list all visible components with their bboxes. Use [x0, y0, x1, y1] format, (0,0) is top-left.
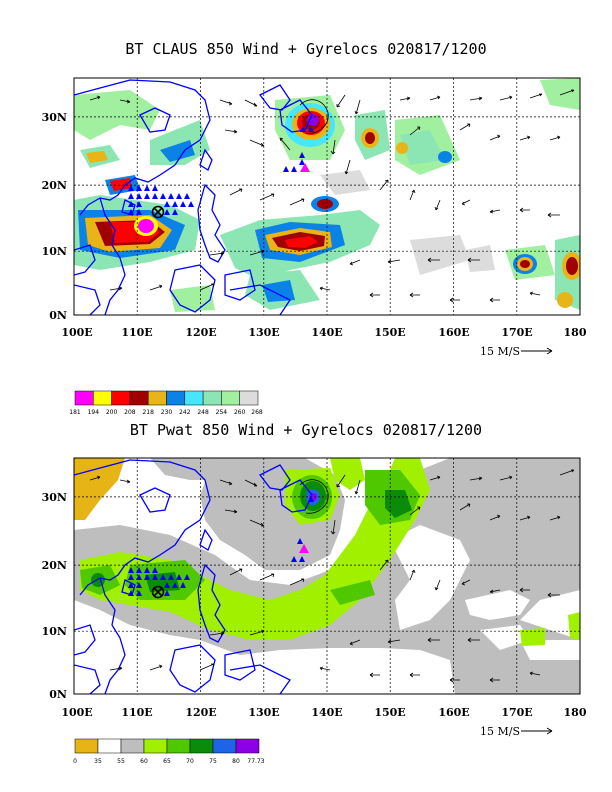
- panel1-wind-vectors: [89, 89, 575, 303]
- y-tick: 0N: [49, 309, 67, 322]
- y-tick: 10N: [42, 245, 67, 258]
- x-tick: 170E: [501, 326, 532, 339]
- legend-label: 218: [142, 409, 154, 416]
- y-tick: 30N: [42, 111, 67, 124]
- legend-swatch: [189, 738, 214, 754]
- legend-swatch: [129, 390, 149, 406]
- legend-swatch: [166, 390, 186, 406]
- x-tick: 140E: [311, 706, 342, 719]
- legend-swatch: [221, 390, 240, 406]
- panel2-legend: 0 35 55 60 65 70 75 80 77.73: [73, 738, 265, 765]
- wind-scale-arrow: [521, 347, 553, 355]
- x-tick: 150E: [374, 706, 405, 719]
- gyre-center-triangle: [299, 544, 309, 553]
- gyre-center-symbol: [151, 585, 165, 599]
- panel2-wind-vectors: [89, 469, 575, 683]
- panel1-axes: 30N 20N 10N 0N 100E 110E 120E 130E 140E …: [42, 111, 587, 339]
- x-tick: 120E: [185, 706, 216, 719]
- legend-label: 77.73: [247, 758, 264, 765]
- panel1-gyre-markers: [128, 126, 314, 219]
- legend-label: 60: [140, 758, 148, 765]
- legend-swatch: [147, 390, 167, 406]
- legend-label: 268: [251, 409, 263, 416]
- legend-swatch: [120, 738, 145, 754]
- y-tick: 20N: [42, 559, 67, 572]
- legend-label: 181: [69, 409, 81, 416]
- panel1-frame: [73, 77, 581, 316]
- legend-swatch: [202, 390, 222, 406]
- legend-label: 0: [73, 758, 77, 765]
- panel2-frame: [73, 457, 581, 695]
- legend-swatch: [239, 390, 259, 406]
- legend-label: 242: [179, 409, 191, 416]
- gyre-triangle-markers: [128, 126, 314, 215]
- legend-label: 70: [186, 758, 194, 765]
- panel1-grid: [74, 78, 580, 315]
- legend-swatch: [74, 390, 94, 406]
- legend-label: 230: [161, 409, 173, 416]
- x-tick: 100E: [61, 706, 92, 719]
- legend-label: 254: [216, 409, 228, 416]
- x-tick: 110E: [121, 706, 152, 719]
- wind-scale-arrow: [521, 727, 553, 735]
- x-tick: 180: [564, 706, 587, 719]
- legend-label: 208: [124, 409, 136, 416]
- panel2-gyre-markers: [128, 496, 314, 599]
- legend-label: 75: [209, 758, 217, 765]
- legend-label: 194: [88, 409, 100, 416]
- x-tick: 160E: [438, 326, 469, 339]
- legend-label: 248: [197, 409, 209, 416]
- legend-label: 65: [163, 758, 171, 765]
- legend-swatch: [143, 738, 168, 754]
- panel2-coastlines: [74, 459, 313, 694]
- y-tick: 30N: [42, 491, 67, 504]
- legend-label: 55: [117, 758, 125, 765]
- gyre-center-triangle: [300, 163, 310, 172]
- legend-label: 35: [94, 758, 102, 765]
- legend-swatch: [97, 738, 122, 754]
- legend-swatch: [212, 738, 237, 754]
- legend-label: 80: [232, 758, 240, 765]
- legend-swatch: [93, 390, 112, 406]
- x-tick: 180: [564, 326, 587, 339]
- x-tick: 100E: [61, 326, 92, 339]
- panel2-grid: [74, 458, 580, 694]
- x-tick: 160E: [438, 706, 469, 719]
- legend-swatch: [166, 738, 191, 754]
- y-tick: 10N: [42, 625, 67, 638]
- wind-scale-label: 15 M/S: [480, 345, 520, 358]
- panel2-axes: 30N 20N 10N 0N 100E 110E 120E 130E 140E …: [42, 491, 587, 719]
- x-tick: 170E: [501, 706, 532, 719]
- y-tick: 20N: [42, 179, 67, 192]
- wind-scale-label: 15 M/S: [480, 725, 520, 738]
- y-tick: 0N: [49, 688, 67, 701]
- x-tick: 150E: [374, 326, 405, 339]
- x-tick: 130E: [248, 706, 279, 719]
- gyre-center-symbol: [151, 205, 165, 219]
- legend-swatch: [74, 738, 99, 754]
- legend-swatch: [111, 390, 131, 406]
- legend-swatch: [235, 738, 260, 754]
- x-tick: 110E: [121, 326, 152, 339]
- legend-label: 260: [234, 409, 246, 416]
- legend-swatch: [184, 390, 204, 406]
- x-tick: 140E: [311, 326, 342, 339]
- panel1-title: BT CLAUS 850 Wind + Gyrelocs 020817/1200: [125, 40, 487, 58]
- panel1-coastlines: [74, 79, 313, 315]
- legend-label: 200: [106, 409, 118, 416]
- panel1-map: [74, 78, 580, 315]
- panel1-legend: 181 194 200 208 218 230 242 248 254 260 …: [69, 390, 263, 416]
- x-tick: 130E: [248, 326, 279, 339]
- panel2-title: BT Pwat 850 Wind + Gyrelocs 020817/1200: [129, 421, 483, 439]
- x-tick: 120E: [185, 326, 216, 339]
- panel2-map: [74, 458, 580, 694]
- gyre-triangle-markers: [128, 496, 314, 596]
